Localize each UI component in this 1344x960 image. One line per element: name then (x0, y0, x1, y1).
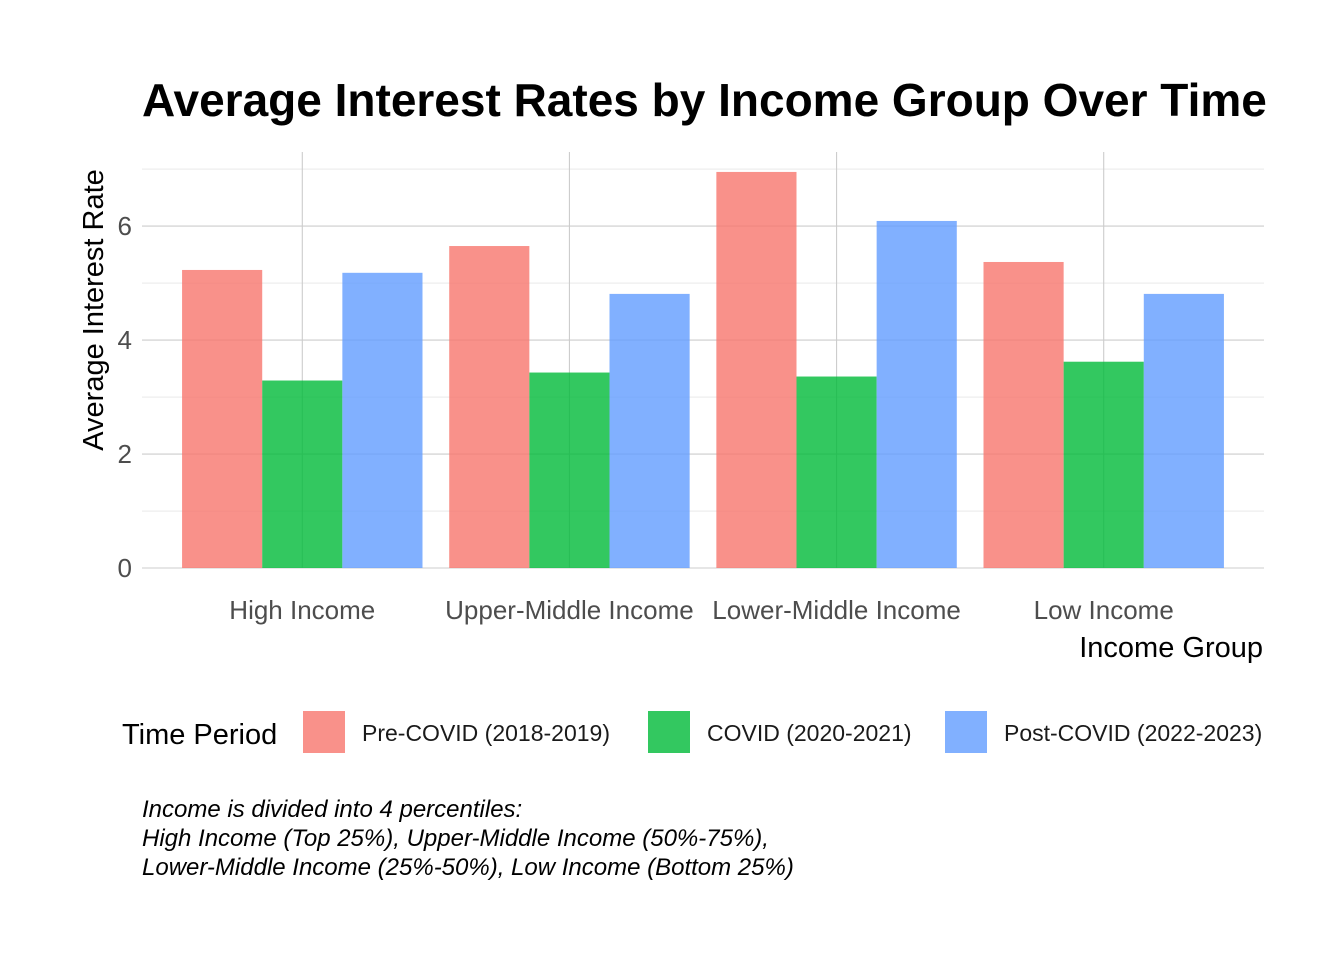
x-axis-ticks: High Income Upper-Middle Income Lower-Midd… (229, 595, 1174, 625)
bar (342, 272, 423, 568)
bar (796, 376, 877, 568)
legend-key (303, 711, 345, 753)
caption-line-1: Income is divided into 4 percentiles: (142, 796, 522, 823)
y-tick-label: 4 (118, 325, 132, 355)
bar (182, 269, 263, 568)
x-tick-label: Upper-Middle Income (445, 595, 694, 625)
legend-label: Post-COVID (2022-2023) (1004, 720, 1262, 746)
caption-line-2: High Income (Top 25%), Upper-Middle Inco… (142, 825, 769, 852)
y-tick-label: 2 (118, 439, 132, 469)
chart-title: Average Interest Rates by Income Group O… (142, 74, 1267, 126)
caption-line-3: Lower-Middle Income (25%-50%), Low Incom… (142, 854, 794, 881)
legend-key (648, 711, 690, 753)
bar (1143, 293, 1224, 568)
legend-label: Pre-COVID (2018-2019) (362, 720, 610, 746)
bar (262, 380, 343, 568)
caption: Income is divided into 4 percentiles: Hi… (142, 796, 794, 881)
bar (876, 220, 957, 568)
legend-title: Time Period (122, 719, 277, 751)
y-tick-label: 0 (118, 553, 132, 583)
x-axis-title: Income Group (1079, 632, 1263, 664)
bar (529, 372, 610, 568)
bar (449, 246, 530, 568)
x-tick-label: Low Income (1034, 595, 1174, 625)
legend: Time Period Pre-COVID (2018-2019) COVID (… (122, 711, 1262, 753)
x-tick-label: High Income (229, 595, 375, 625)
y-axis-title: Average Interest Rate (78, 169, 110, 451)
bar (716, 171, 797, 569)
bar (1063, 361, 1144, 568)
x-tick-label: Lower-Middle Income (712, 595, 961, 625)
bars (182, 171, 1224, 569)
bar (983, 261, 1064, 568)
legend-label: COVID (2020-2021) (707, 720, 912, 746)
bar (609, 293, 690, 568)
legend-key (945, 711, 987, 753)
y-tick-label: 6 (118, 211, 132, 241)
y-axis-ticks: 0 2 4 6 (118, 211, 132, 583)
